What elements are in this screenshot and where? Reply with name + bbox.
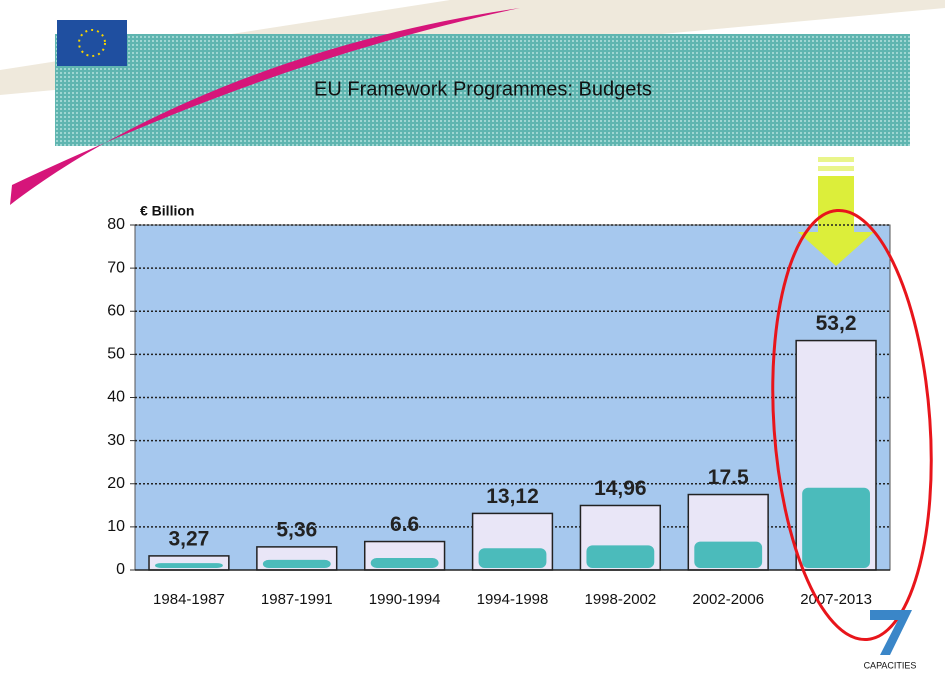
value-label: 6.6 <box>390 513 419 536</box>
value-label: 53,2 <box>816 312 857 335</box>
y-axis-label: € Billion <box>140 203 194 219</box>
y-tick-label: 60 <box>107 302 125 319</box>
y-tick-label: 80 <box>107 216 125 233</box>
beaker-liquid <box>263 560 331 568</box>
beaker-liquid <box>479 548 547 568</box>
x-tick-label: 1994-1998 <box>477 591 549 608</box>
slide: EU Framework Programmes: Budgets € Billi… <box>0 0 945 676</box>
beaker-liquid <box>694 542 762 568</box>
eu-flag <box>57 20 127 66</box>
y-tick-label: 10 <box>107 518 125 535</box>
beaker-liquid <box>371 558 439 568</box>
y-tick-label: 20 <box>107 475 125 492</box>
fp7-logo <box>870 610 912 655</box>
page: {"chart_data": {"type": "bar", "title": … <box>0 0 945 676</box>
beaker-liquid <box>802 488 870 568</box>
y-tick-label: 30 <box>107 432 125 449</box>
x-tick-label: 1984-1987 <box>153 591 225 608</box>
value-label: 3,27 <box>168 527 209 550</box>
x-tick-label: 2007-2013 <box>800 591 872 608</box>
y-tick-label: 40 <box>107 389 125 406</box>
value-label: 14,96 <box>594 477 647 500</box>
value-label: 5,36 <box>276 518 317 541</box>
y-tick-label: 50 <box>107 346 125 363</box>
beaker-liquid <box>155 563 223 568</box>
y-tick-label: 70 <box>107 259 125 276</box>
x-tick-label: 1990-1994 <box>369 591 441 608</box>
value-label: 17.5 <box>708 466 749 489</box>
logo-text: CAPACITIES <box>864 660 917 670</box>
value-label: 13,12 <box>486 485 539 508</box>
x-tick-label: 1987-1991 <box>261 591 333 608</box>
x-tick-label: 1998-2002 <box>584 591 656 608</box>
y-tick-label: 0 <box>116 561 125 578</box>
beaker-liquid <box>586 545 654 568</box>
x-tick-label: 2002-2006 <box>692 591 764 608</box>
slide-title: EU Framework Programmes: Budgets <box>314 78 652 100</box>
